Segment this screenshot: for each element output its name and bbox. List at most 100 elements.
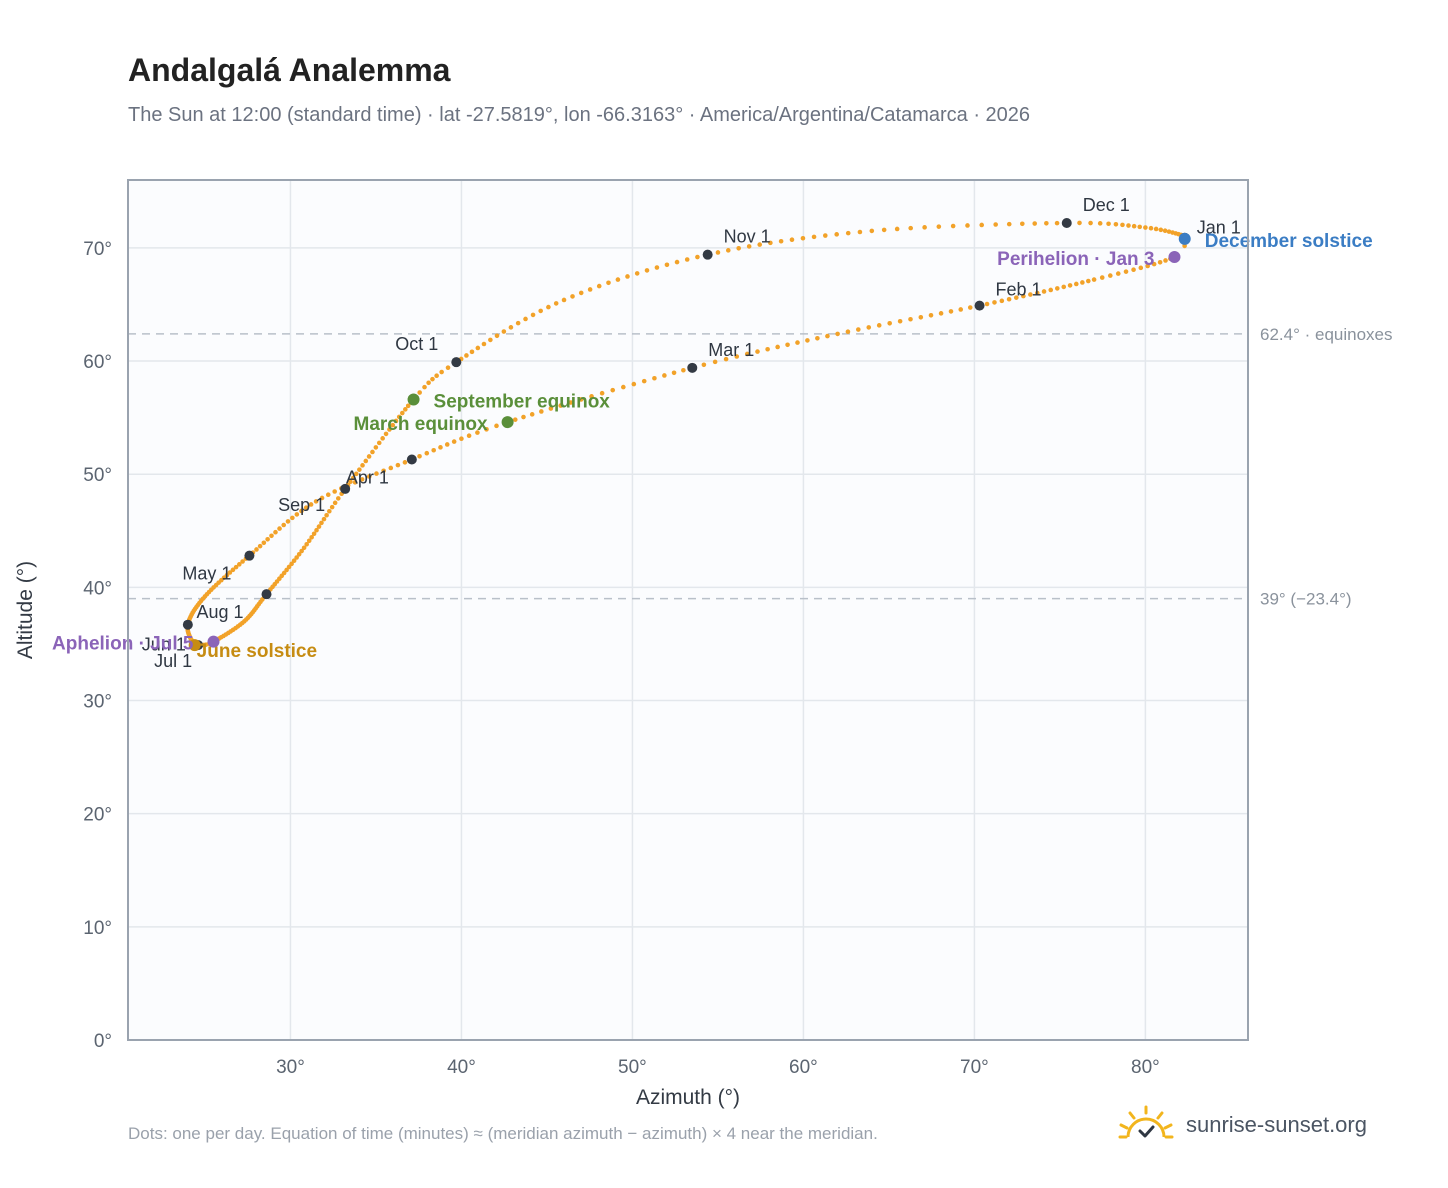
daily-dot: [269, 533, 274, 539]
daily-dot: [301, 545, 307, 551]
footnote: Dots: one per day. Equation of time (min…: [128, 1124, 878, 1143]
daily-dot: [494, 423, 499, 429]
daily-dot: [894, 226, 900, 232]
daily-dot: [684, 257, 690, 262]
daily-dot: [426, 380, 431, 386]
daily-dot: [444, 442, 450, 447]
daily-dot: [459, 436, 464, 441]
month-marker: [340, 483, 351, 494]
daily-dot: [376, 440, 382, 446]
daily-dot: [967, 305, 973, 310]
daily-dot: [308, 502, 314, 507]
event-marker: [1178, 232, 1191, 245]
brand-logo[interactable]: sunrise-sunset.org: [1118, 1100, 1367, 1150]
daily-dot: [701, 362, 707, 368]
daily-dot: [383, 431, 389, 437]
daily-dot: [815, 335, 820, 341]
daily-dot: [325, 492, 331, 497]
daily-dot: [316, 524, 322, 529]
daily-dot: [866, 325, 872, 330]
daily-dot: [1088, 220, 1093, 226]
daily-dot: [928, 313, 934, 318]
daily-dot: [757, 242, 763, 247]
daily-dot: [290, 515, 295, 521]
daily-dot: [845, 329, 851, 334]
daily-dot: [1151, 261, 1157, 267]
daily-dot: [631, 381, 637, 387]
daily-dot: [311, 531, 317, 537]
x-tick-label: 80°: [1131, 1057, 1160, 1078]
month-label: Apr 1: [346, 468, 389, 488]
y-axis-label: Altitude (°): [14, 561, 37, 659]
daily-dot: [869, 228, 875, 234]
daily-dot: [1013, 295, 1019, 300]
daily-dot: [599, 390, 605, 396]
event-marker: [207, 635, 220, 648]
daily-dot: [958, 307, 964, 312]
daily-dot: [304, 541, 310, 547]
daily-dot: [950, 223, 956, 229]
daily-dot: [610, 387, 616, 393]
daily-dot: [393, 418, 399, 424]
axes: 30° 40° 50° 60° 70° 80° 0° 10° 20° 30° 40° 50° 60° 70…: [14, 179, 1249, 1109]
daily-dot: [1107, 273, 1113, 278]
daily-dot: [734, 354, 740, 359]
daily-dot: [388, 465, 394, 471]
month-marker: [261, 589, 272, 600]
event-marker: [501, 416, 514, 429]
daily-dot: [332, 500, 338, 506]
daily-dot: [558, 403, 563, 408]
daily-dot: [587, 287, 593, 292]
daily-dot: [327, 508, 332, 514]
month-label: Nov 1: [724, 227, 771, 247]
daily-dot: [1067, 283, 1073, 288]
daily-dot: [662, 373, 667, 378]
daily-dot: [1097, 221, 1103, 226]
daily-dot: [240, 559, 245, 564]
month-label: Feb 1: [996, 280, 1042, 300]
daily-dot: [1115, 271, 1121, 276]
daily-dot: [992, 300, 997, 305]
daily-dot: [634, 271, 640, 276]
daily-dot: [286, 564, 292, 570]
daily-dot: [374, 471, 379, 476]
daily-dot: [294, 512, 300, 517]
daily-dot: [422, 384, 427, 390]
daily-dot: [294, 555, 299, 560]
daily-dot: [1048, 287, 1054, 293]
daily-dot: [402, 460, 408, 465]
daily-dot: [321, 516, 327, 522]
daily-dot: [357, 467, 362, 472]
daily-dot: [521, 414, 526, 420]
daily-dot: [351, 475, 356, 481]
daily-dot: [400, 410, 405, 416]
daily-dot: [319, 520, 324, 526]
event-marker: [188, 639, 201, 652]
daily-dot: [1137, 224, 1143, 230]
daily-dot: [948, 309, 954, 314]
chart-subtitle: The Sun at 12:00 (standard time) · lat -…: [128, 104, 1031, 126]
daily-dot: [1106, 221, 1111, 227]
daily-dot: [1120, 222, 1125, 228]
daily-dot: [512, 417, 518, 422]
daily-dot: [993, 222, 998, 227]
daily-dot: [265, 536, 270, 542]
daily-dot: [405, 403, 411, 409]
month-marker: [974, 300, 985, 311]
daily-dot: [366, 474, 372, 479]
daily-dot: [548, 406, 554, 411]
y-tick-label: 10°: [83, 918, 112, 939]
daily-dot: [641, 378, 647, 384]
reference-lines: 62.4° · equinoxes 39° (−23.4°): [128, 325, 1393, 609]
daily-dot: [1123, 269, 1129, 274]
daily-dot: [615, 277, 621, 282]
x-tick-label: 50°: [618, 1057, 647, 1078]
daily-dot: [1162, 228, 1168, 234]
daily-dot: [353, 471, 359, 477]
x-tick-label: 70°: [960, 1057, 989, 1078]
daily-dot: [1073, 281, 1079, 287]
month-label: Jul 1: [154, 651, 192, 671]
daily-dot: [1077, 220, 1082, 226]
daily-dot: [281, 522, 287, 528]
